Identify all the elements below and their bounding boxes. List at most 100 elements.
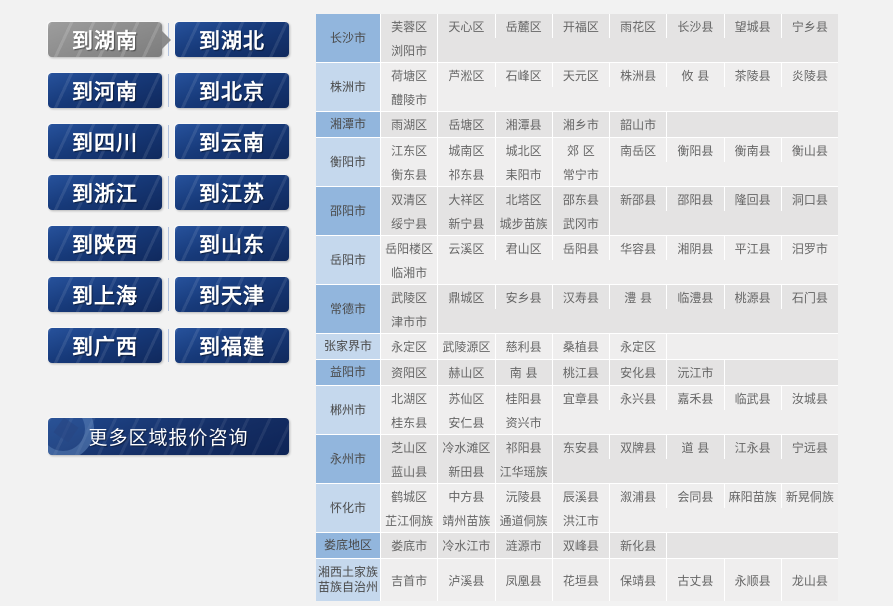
province-button-1[interactable]: 到湖北 bbox=[175, 22, 289, 57]
district-cell[interactable]: 冷水滩区 bbox=[438, 435, 495, 459]
district-cell[interactable]: 新宁县 bbox=[438, 211, 495, 235]
district-cell[interactable]: 芝山区 bbox=[381, 435, 438, 459]
district-cell[interactable]: 花垣县 bbox=[552, 559, 609, 601]
district-cell[interactable]: 双牌县 bbox=[610, 435, 667, 459]
district-cell[interactable]: 邵东县 bbox=[552, 187, 609, 211]
district-cell[interactable]: 沅江市 bbox=[667, 360, 724, 385]
district-cell[interactable]: 中方县 bbox=[438, 484, 495, 508]
district-cell[interactable]: 天心区 bbox=[438, 14, 495, 38]
district-cell[interactable]: 株洲县 bbox=[610, 63, 667, 87]
district-cell[interactable]: 衡阳县 bbox=[667, 138, 724, 162]
district-cell[interactable]: 大祥区 bbox=[438, 187, 495, 211]
district-cell[interactable]: 北湖区 bbox=[381, 386, 438, 410]
more-quote-button[interactable]: 更多区域报价咨询 bbox=[48, 418, 289, 455]
district-cell[interactable]: 湘潭县 bbox=[495, 112, 552, 137]
district-cell[interactable]: 资阳区 bbox=[381, 360, 438, 385]
district-cell[interactable]: 岳阳县 bbox=[552, 236, 609, 260]
district-cell[interactable]: 北塔区 bbox=[495, 187, 552, 211]
district-cell[interactable]: 辰溪县 bbox=[552, 484, 609, 508]
district-cell[interactable]: 冷水江市 bbox=[438, 533, 495, 558]
district-cell[interactable]: 炎陵县 bbox=[781, 63, 838, 87]
district-cell[interactable]: 城步苗族 bbox=[495, 211, 552, 235]
district-cell[interactable]: 安仁县 bbox=[438, 410, 495, 434]
district-cell[interactable]: 凤凰县 bbox=[495, 559, 552, 601]
district-cell[interactable]: 靖州苗族 bbox=[438, 508, 495, 532]
province-button-11[interactable]: 到天津 bbox=[175, 277, 289, 312]
province-button-0[interactable]: 到湖南 bbox=[48, 22, 162, 57]
district-cell[interactable]: 泸溪县 bbox=[438, 559, 495, 601]
district-cell[interactable]: 保靖县 bbox=[610, 559, 667, 601]
district-cell[interactable]: 岳阳楼区 bbox=[381, 236, 438, 260]
district-cell[interactable]: 天元区 bbox=[552, 63, 609, 87]
district-cell[interactable]: 临湘市 bbox=[381, 260, 438, 284]
district-cell[interactable]: 岳塘区 bbox=[438, 112, 495, 137]
district-cell[interactable]: 宁乡县 bbox=[781, 14, 838, 38]
province-button-12[interactable]: 到广西 bbox=[48, 328, 162, 363]
district-cell[interactable]: 沅陵县 bbox=[495, 484, 552, 508]
district-cell[interactable]: 通道侗族 bbox=[495, 508, 552, 532]
district-cell[interactable]: 资兴市 bbox=[495, 410, 552, 434]
district-cell[interactable]: 会同县 bbox=[667, 484, 724, 508]
province-button-7[interactable]: 到江苏 bbox=[175, 175, 289, 210]
province-button-3[interactable]: 到北京 bbox=[175, 73, 289, 108]
district-cell[interactable]: 湘阴县 bbox=[667, 236, 724, 260]
district-cell[interactable]: 洪江市 bbox=[552, 508, 609, 532]
district-cell[interactable]: 双清区 bbox=[381, 187, 438, 211]
district-cell[interactable]: 汨罗市 bbox=[781, 236, 838, 260]
province-button-13[interactable]: 到福建 bbox=[175, 328, 289, 363]
district-cell[interactable]: 新邵县 bbox=[610, 187, 667, 211]
district-cell[interactable]: 华容县 bbox=[610, 236, 667, 260]
district-cell[interactable]: 邵阳县 bbox=[667, 187, 724, 211]
district-cell[interactable]: 城北区 bbox=[495, 138, 552, 162]
district-cell[interactable]: 石峰区 bbox=[495, 63, 552, 87]
district-cell[interactable]: 涟源市 bbox=[495, 533, 552, 558]
district-cell[interactable]: 武陵源区 bbox=[438, 334, 495, 359]
district-cell[interactable]: 永定区 bbox=[610, 334, 667, 359]
district-cell[interactable]: 临武县 bbox=[724, 386, 781, 410]
district-cell[interactable]: 临澧县 bbox=[667, 285, 724, 309]
district-cell[interactable]: 衡东县 bbox=[381, 162, 438, 186]
province-button-6[interactable]: 到浙江 bbox=[48, 175, 162, 210]
district-cell[interactable]: 城南区 bbox=[438, 138, 495, 162]
district-cell[interactable]: 永定区 bbox=[381, 334, 438, 359]
district-cell[interactable]: 东安县 bbox=[552, 435, 609, 459]
district-cell[interactable]: 慈利县 bbox=[495, 334, 552, 359]
district-cell[interactable]: 安化县 bbox=[610, 360, 667, 385]
district-cell[interactable]: 石门县 bbox=[781, 285, 838, 309]
district-cell[interactable]: 赫山区 bbox=[438, 360, 495, 385]
district-cell[interactable]: 衡南县 bbox=[724, 138, 781, 162]
district-cell[interactable]: 常宁市 bbox=[552, 162, 609, 186]
province-button-9[interactable]: 到山东 bbox=[175, 226, 289, 261]
district-cell[interactable]: 南岳区 bbox=[610, 138, 667, 162]
district-cell[interactable]: 新化县 bbox=[610, 533, 667, 558]
district-cell[interactable]: 绥宁县 bbox=[381, 211, 438, 235]
district-cell[interactable]: 吉首市 bbox=[381, 559, 438, 601]
district-cell[interactable]: 耒阳市 bbox=[495, 162, 552, 186]
district-cell[interactable]: 龙山县 bbox=[781, 559, 838, 601]
district-cell[interactable]: 茶陵县 bbox=[724, 63, 781, 87]
district-cell[interactable]: 新田县 bbox=[438, 459, 495, 483]
district-cell[interactable]: 安乡县 bbox=[495, 285, 552, 309]
province-button-2[interactable]: 到河南 bbox=[48, 73, 162, 108]
province-button-4[interactable]: 到四川 bbox=[48, 124, 162, 159]
district-cell[interactable]: 汝城县 bbox=[781, 386, 838, 410]
district-cell[interactable]: 芦淞区 bbox=[438, 63, 495, 87]
district-cell[interactable]: 津市市 bbox=[381, 309, 438, 333]
district-cell[interactable]: 鹤城区 bbox=[381, 484, 438, 508]
district-cell[interactable]: 江华瑶族 bbox=[495, 459, 552, 483]
district-cell[interactable]: 衡山县 bbox=[781, 138, 838, 162]
district-cell[interactable]: 永兴县 bbox=[610, 386, 667, 410]
district-cell[interactable]: 韶山市 bbox=[610, 112, 667, 137]
district-cell[interactable]: 醴陵市 bbox=[381, 87, 438, 111]
district-cell[interactable]: 江永县 bbox=[724, 435, 781, 459]
district-cell[interactable]: 桃源县 bbox=[724, 285, 781, 309]
district-cell[interactable]: 荷塘区 bbox=[381, 63, 438, 87]
district-cell[interactable]: 武陵区 bbox=[381, 285, 438, 309]
district-cell[interactable]: 平江县 bbox=[724, 236, 781, 260]
district-cell[interactable]: 永顺县 bbox=[724, 559, 781, 601]
district-cell[interactable]: 宁远县 bbox=[781, 435, 838, 459]
district-cell[interactable]: 宜章县 bbox=[552, 386, 609, 410]
district-cell[interactable]: 洞口县 bbox=[781, 187, 838, 211]
district-cell[interactable]: 新晃侗族 bbox=[781, 484, 838, 508]
district-cell[interactable]: 岳麓区 bbox=[495, 14, 552, 38]
